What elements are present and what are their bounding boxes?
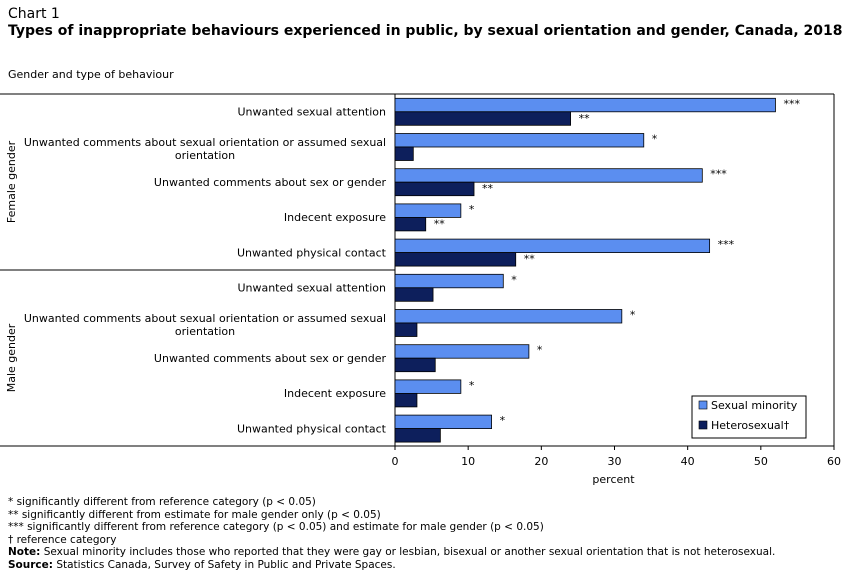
significance-flag: * [652,133,658,146]
bar-sexual-minority [394,309,623,324]
bar-heterosexual [394,252,517,267]
category-label: Unwanted comments about sex or gender [154,176,387,189]
category-label: Indecent exposure [284,387,386,400]
bar-heterosexual [394,181,475,197]
group-label: Female gender [5,140,18,223]
significance-flag: * [469,379,475,392]
significance-flag: * [500,414,506,427]
bar-sexual-minority [394,273,504,289]
significance-flag: * [511,273,517,286]
category-label: Unwanted sexual attention [237,282,386,295]
bar-sexual-minority [394,238,711,254]
group-label: Male gender [5,323,18,392]
x-axis-label: percent [592,473,635,486]
significance-flag: ** [579,112,591,125]
x-tick-label: 50 [754,455,768,468]
footnote-double-star: ** significantly different from estimate… [8,508,381,521]
bar-sexual-minority [394,203,462,218]
category-label: Unwanted comments about sexual orientati… [24,312,386,338]
significance-flag: ** [434,217,446,230]
significance-flag: ** [482,182,494,195]
note-text: Sexual minority includes those who repor… [43,546,776,559]
x-tick-label: 10 [461,455,475,468]
bar-heterosexual [394,392,418,408]
bar-sexual-minority [394,133,645,148]
category-label: Indecent exposure [284,211,386,224]
legend-label: Sexual minority [711,399,798,412]
bar-heterosexual [394,357,436,373]
category-label: Unwanted sexual attention [237,106,386,119]
significance-flag: * [537,344,543,357]
significance-flag: *** [783,97,800,110]
bar-heterosexual [394,322,418,337]
legend [691,395,807,439]
legend-swatch [698,400,708,410]
bar-heterosexual [394,216,427,232]
chart-subtitle: Gender and type of behaviour [8,68,174,81]
note: Note: Sexual minority includes those who… [8,546,848,559]
x-tick-label: 60 [827,455,841,468]
bar-heterosexual [394,111,572,126]
category-label: Unwanted physical contact [237,422,387,435]
bar-sexual-minority [394,168,703,183]
note-label: Note: [8,546,41,559]
bar-heterosexual [394,287,434,302]
bar-heterosexual [394,428,441,443]
footnote-reference: † reference category [8,533,117,546]
significance-flag: * [469,203,475,216]
x-tick-label: 40 [681,455,695,468]
significance-flag: ** [524,253,536,266]
source: Source: Statistics Canada, Survey of Saf… [8,559,848,572]
chart-notes: * significantly different from reference… [8,496,848,572]
legend-swatch [698,420,708,430]
bar-heterosexual [394,146,414,161]
bar-sexual-minority [394,97,776,113]
category-label: Unwanted comments about sexual orientati… [24,136,386,162]
source-label: Source: [8,558,53,571]
bar-sexual-minority [394,414,492,430]
footnote-triple-star: *** significantly different from referen… [8,521,544,534]
chart-number: Chart 1 [8,6,60,22]
footnote-single-star: * significantly different from reference… [8,496,316,508]
bar-sexual-minority [394,344,530,359]
x-tick-label: 0 [392,455,399,468]
legend-label: Heterosexual† [711,419,790,432]
significance-flag: * [630,309,636,322]
x-tick-label: 20 [534,455,548,468]
significance-flag: *** [710,168,727,181]
category-label: Unwanted comments about sex or gender [154,352,387,365]
x-tick-label: 30 [608,455,622,468]
source-text: Statistics Canada, Survey of Safety in P… [56,558,396,571]
chart-title: Types of inappropriate behaviours experi… [8,23,843,39]
category-label: Unwanted physical contact [237,246,387,259]
significance-flag: *** [718,238,735,251]
bar-sexual-minority [394,379,462,394]
